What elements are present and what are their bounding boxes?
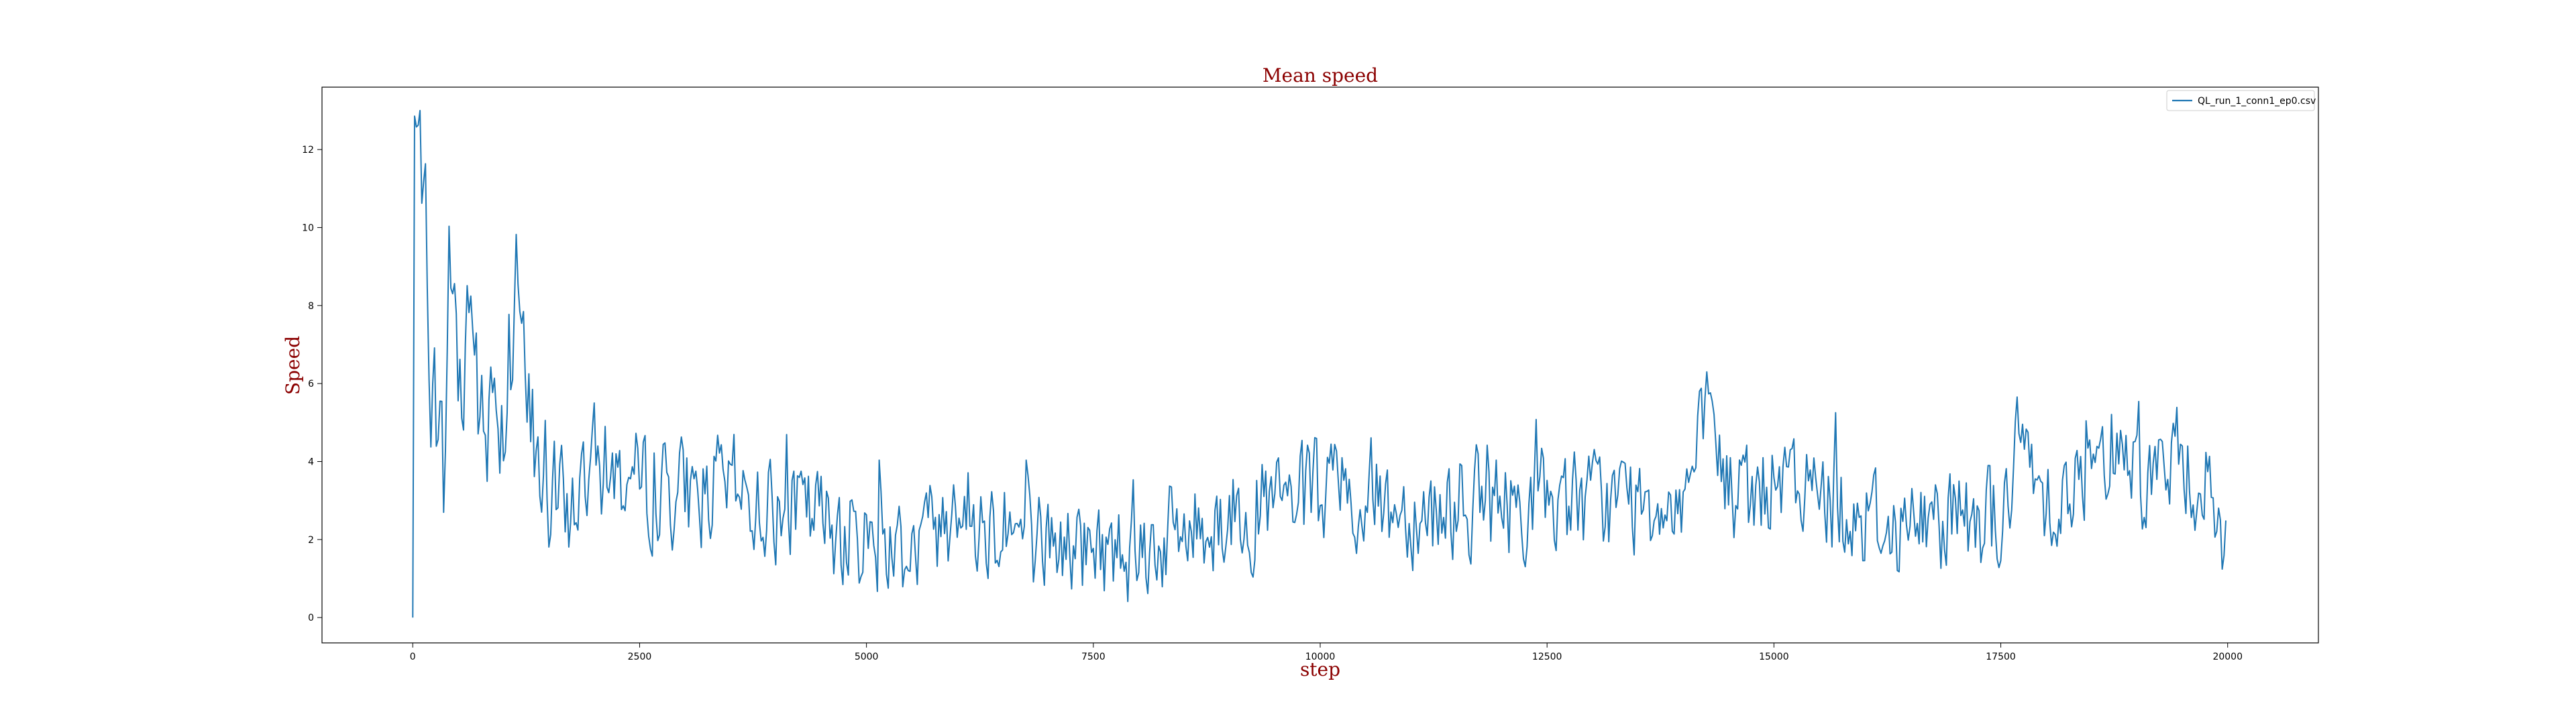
y-tick-label: 10 [302, 223, 314, 233]
x-tick-label: 12500 [1532, 652, 1562, 662]
x-axis-label: step [1300, 658, 1340, 680]
y-tick-label: 6 [308, 379, 314, 389]
y-tick-label: 0 [308, 613, 314, 623]
y-axis-ticks: 0 2 4 6 8 10 12 [302, 145, 322, 623]
y-tick-label: 12 [302, 145, 314, 156]
x-tick-label: 2500 [628, 652, 652, 662]
x-axis-ticks: 0 2500 5000 7500 10000 12500 15000 17500 20000 [410, 643, 2243, 662]
x-tick-label: 10000 [1305, 652, 1336, 662]
legend: QL_run_1_conn1_ep0.csv [2166, 90, 2316, 111]
x-tick-label: 15000 [1759, 652, 1789, 662]
x-tick-label: 5000 [855, 652, 879, 662]
y-tick-label: 2 [308, 535, 314, 546]
chart-title: Mean speed [1263, 64, 1378, 86]
series-layer [412, 109, 2226, 618]
plot-area-frame [321, 86, 2319, 644]
y-axis-label: Speed [282, 336, 304, 395]
legend-label: QL_run_1_conn1_ep0.csv [2198, 96, 2316, 107]
x-tick-label: 20000 [2212, 652, 2243, 662]
x-tick-label: 0 [410, 652, 416, 662]
series-line [412, 109, 2226, 618]
legend-box [2166, 90, 2315, 111]
y-tick-label: 4 [308, 457, 314, 467]
x-tick-label: 17500 [1986, 652, 2016, 662]
x-tick-label: 7500 [1081, 652, 1106, 662]
y-tick-label: 8 [308, 301, 314, 312]
